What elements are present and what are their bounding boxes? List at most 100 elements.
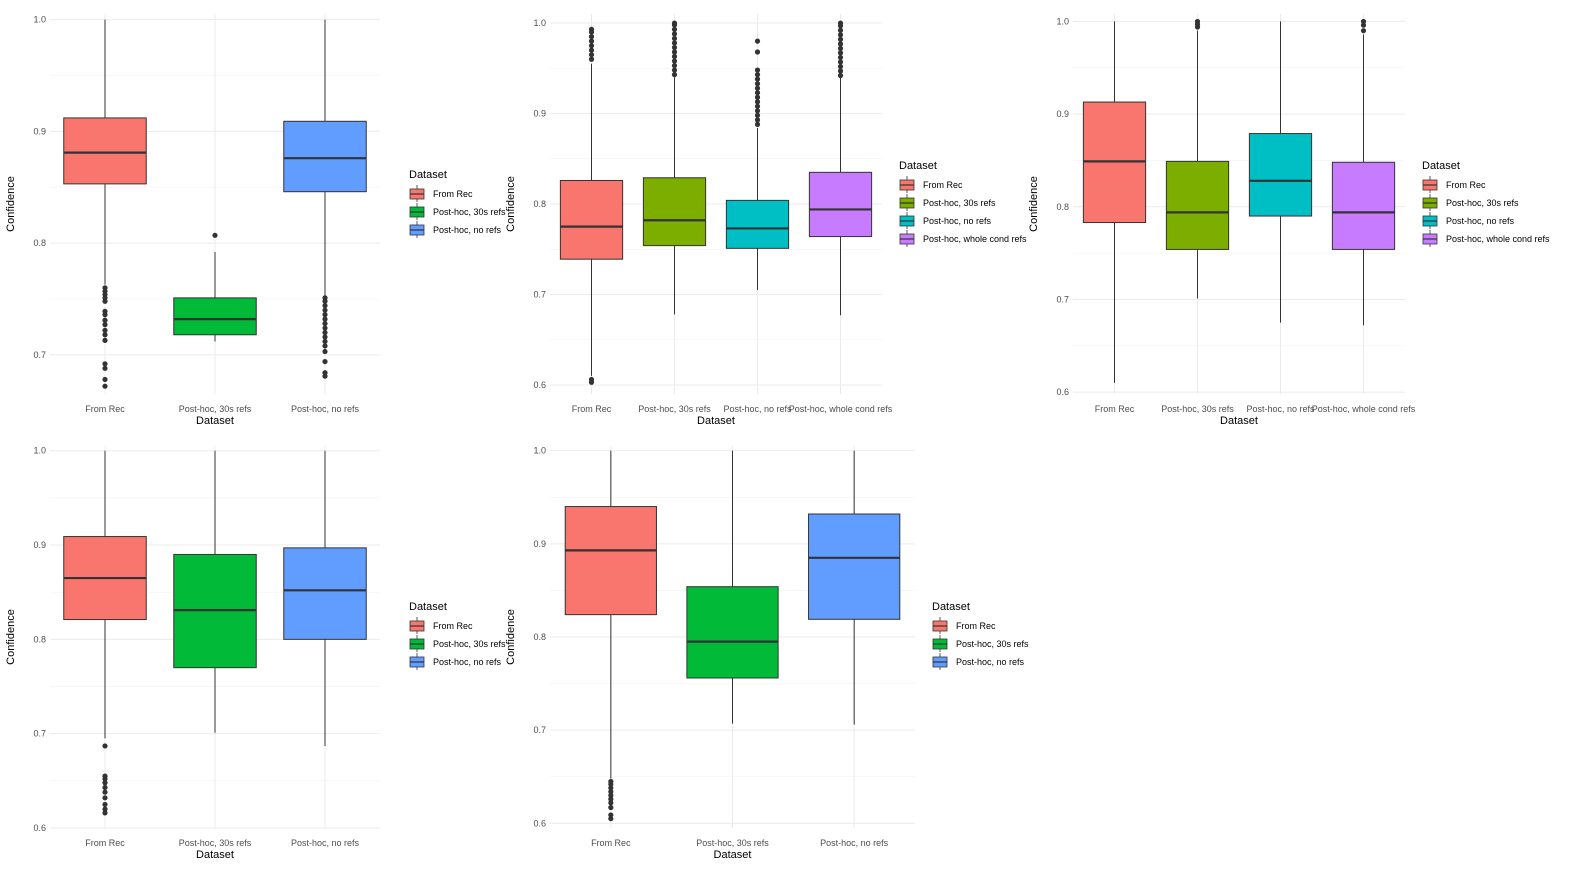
outlier-point bbox=[754, 108, 761, 114]
x-tick-label: Post-hoc, 30s refs bbox=[179, 838, 252, 848]
y-tick-label: 0.9 bbox=[533, 109, 546, 119]
x-tick-label: From Rec bbox=[1095, 404, 1135, 414]
x-tick-label: Post-hoc, no refs bbox=[1246, 404, 1315, 414]
outlier-point bbox=[671, 53, 678, 60]
outlier-point bbox=[837, 63, 844, 70]
y-axis-title: Confidence bbox=[505, 176, 517, 232]
y-tick-label: 1.0 bbox=[533, 446, 546, 456]
box-from-rec bbox=[564, 450, 657, 822]
legend-label: Post-hoc, 30s refs bbox=[433, 207, 506, 217]
outlier-point bbox=[837, 27, 844, 33]
box-iqr bbox=[283, 547, 367, 640]
box-post-hoc-no-refs bbox=[283, 450, 367, 746]
legend-title: Dataset bbox=[409, 169, 447, 181]
outlier-point bbox=[322, 316, 328, 322]
outlier-point bbox=[837, 68, 844, 74]
x-tick-label: Post-hoc, 30s refs bbox=[696, 838, 769, 848]
outlier-point bbox=[588, 38, 595, 44]
x-tick-label: From Rec bbox=[591, 838, 631, 848]
box-post-hoc-30s-refs bbox=[173, 232, 257, 342]
outlier-point bbox=[837, 36, 844, 42]
legend-title: Dataset bbox=[899, 160, 937, 172]
outlier-point bbox=[588, 47, 595, 53]
outlier-point bbox=[754, 67, 761, 73]
y-tick-label: 0.7 bbox=[1056, 294, 1069, 304]
x-tick-label: From Rec bbox=[85, 404, 125, 414]
legend: Dataset From Rec Post-hoc, 30s refs Post-ho… bbox=[409, 169, 506, 238]
outlier-point bbox=[608, 800, 614, 806]
outlier-point bbox=[322, 329, 328, 336]
x-axis-title: Dataset bbox=[714, 849, 752, 861]
box-iqr bbox=[63, 117, 147, 185]
legend-label: Post-hoc, 30s refs bbox=[433, 639, 506, 649]
legend-title: Dataset bbox=[932, 601, 970, 613]
outlier-point bbox=[588, 52, 595, 58]
box-post-hoc-no-refs bbox=[1248, 21, 1313, 323]
outlier-point bbox=[837, 20, 844, 26]
legend-label: From Rec bbox=[433, 189, 473, 199]
y-tick-label: 0.6 bbox=[1056, 387, 1069, 397]
outlier-point bbox=[322, 348, 328, 355]
outlier-point bbox=[102, 383, 108, 389]
outlier-point bbox=[608, 792, 614, 798]
outlier-point bbox=[102, 795, 108, 801]
outlier-point bbox=[754, 99, 761, 105]
outlier-point bbox=[322, 312, 328, 318]
box-post-hoc-30s-refs bbox=[642, 20, 707, 315]
outlier-point bbox=[102, 784, 108, 791]
chart-panel-1: 0.7 0.8 0.9 1.0 From Rec Post-hoc, 30s refs Po… bbox=[5, 14, 506, 427]
box-post-hoc-no-refs bbox=[283, 19, 367, 379]
outlier-point bbox=[102, 376, 108, 383]
outlier-point bbox=[102, 322, 108, 328]
outlier-point bbox=[837, 72, 844, 79]
legend: Dataset From Rec Post-hoc, 30s refs Post-ho… bbox=[409, 601, 506, 670]
outlier-point bbox=[608, 789, 614, 795]
outlier-point bbox=[1194, 18, 1201, 25]
y-tick-label: 0.9 bbox=[533, 539, 546, 549]
box-iqr bbox=[1248, 133, 1313, 217]
outlier-point bbox=[1360, 28, 1367, 34]
chart-panel-3: 0.6 0.7 0.8 0.9 1.0 From Rec Post-hoc, 30s ref… bbox=[1028, 14, 1550, 427]
legend-title: Dataset bbox=[1422, 160, 1460, 172]
legend-label: Post-hoc, whole cond refs bbox=[923, 234, 1027, 244]
outlier-point bbox=[837, 41, 844, 47]
outlier-point bbox=[102, 332, 108, 338]
y-axis-title: Confidence bbox=[5, 609, 17, 665]
y-tick-label: 0.9 bbox=[33, 540, 46, 550]
outlier-point bbox=[754, 103, 761, 109]
x-tick-label: Post-hoc, no refs bbox=[723, 404, 792, 414]
y-tick-label: 0.6 bbox=[533, 818, 546, 828]
legend-label: Post-hoc, no refs bbox=[956, 657, 1025, 667]
x-tick-label: Post-hoc, no refs bbox=[291, 404, 360, 414]
outlier-point bbox=[102, 308, 108, 314]
y-axis-title: Confidence bbox=[505, 609, 517, 665]
y-tick-label: 0.6 bbox=[533, 380, 546, 390]
legend-label: From Rec bbox=[923, 180, 963, 190]
outlier-point bbox=[322, 303, 328, 309]
y-tick-label: 1.0 bbox=[33, 15, 46, 25]
outlier-point bbox=[102, 285, 108, 291]
box-post-hoc-30s-refs bbox=[173, 450, 257, 733]
outlier-point bbox=[322, 334, 328, 340]
outlier-point bbox=[102, 361, 108, 367]
box-iqr bbox=[642, 177, 707, 247]
outlier-point bbox=[754, 76, 761, 82]
y-tick-label: 0.8 bbox=[33, 634, 46, 644]
outlier-point bbox=[671, 40, 678, 46]
box-post-hoc-whole-cond-refs bbox=[808, 20, 873, 316]
outlier-point bbox=[212, 232, 218, 238]
outlier-point bbox=[102, 773, 108, 779]
box-post-hoc-no-refs bbox=[725, 38, 790, 290]
box-post-hoc-30s-refs bbox=[686, 450, 779, 724]
outlier-point bbox=[102, 789, 108, 795]
outlier-point bbox=[671, 67, 678, 73]
legend-label: Post-hoc, 30s refs bbox=[956, 639, 1029, 649]
legend-label: Post-hoc, 30s refs bbox=[923, 198, 996, 208]
legend-label: Post-hoc, no refs bbox=[1446, 216, 1515, 226]
outlier-point bbox=[588, 376, 595, 383]
outlier-point bbox=[671, 31, 678, 37]
outlier-point bbox=[754, 112, 761, 118]
outlier-point bbox=[754, 117, 761, 123]
box-iqr bbox=[1331, 161, 1396, 250]
legend-title: Dataset bbox=[409, 601, 447, 613]
